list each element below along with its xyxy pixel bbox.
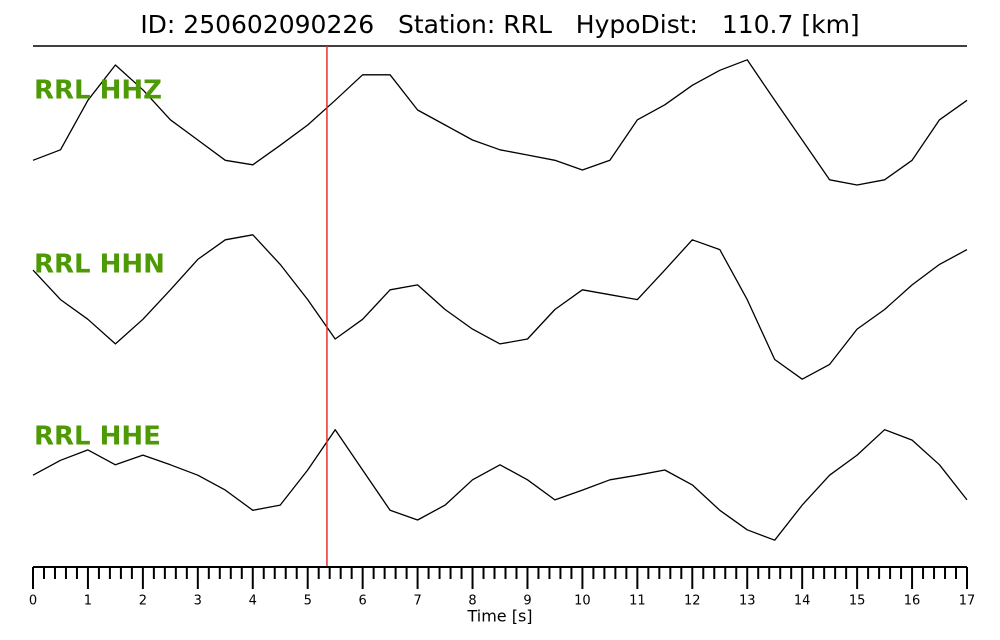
x-tick-label: 13 <box>739 594 756 609</box>
trace-label: RRL HHZ <box>34 76 162 106</box>
x-tick-label: 0 <box>29 594 37 609</box>
chart-title: ID: 250602090226 Station: RRL HypoDist: … <box>140 10 859 39</box>
x-tick-label: 1 <box>84 594 92 609</box>
trace-label: RRL HHE <box>34 422 161 452</box>
trace <box>32 59 968 186</box>
x-tick-label: 15 <box>849 594 866 609</box>
trace-label: RRL HHN <box>34 250 165 280</box>
x-tick-label: 3 <box>194 594 202 609</box>
trace <box>32 234 968 380</box>
x-tick-label: 7 <box>413 594 421 609</box>
x-tick-label: 16 <box>904 594 921 609</box>
x-tick-label: 17 <box>959 594 976 609</box>
x-tick-label: 9 <box>523 594 531 609</box>
x-tick-label: 6 <box>359 594 367 609</box>
x-tick-label: 11 <box>629 594 646 609</box>
x-tick-label: 8 <box>468 594 476 609</box>
x-tick-label: 12 <box>684 594 701 609</box>
x-tick-label: 14 <box>794 594 811 609</box>
x-tick-label: 5 <box>304 594 312 609</box>
trace <box>32 429 968 541</box>
x-tick-label: 10 <box>574 594 591 609</box>
x-tick-label: 2 <box>139 594 147 609</box>
x-tick-label: 4 <box>249 594 257 609</box>
x-axis-label: Time [s] <box>466 607 532 626</box>
